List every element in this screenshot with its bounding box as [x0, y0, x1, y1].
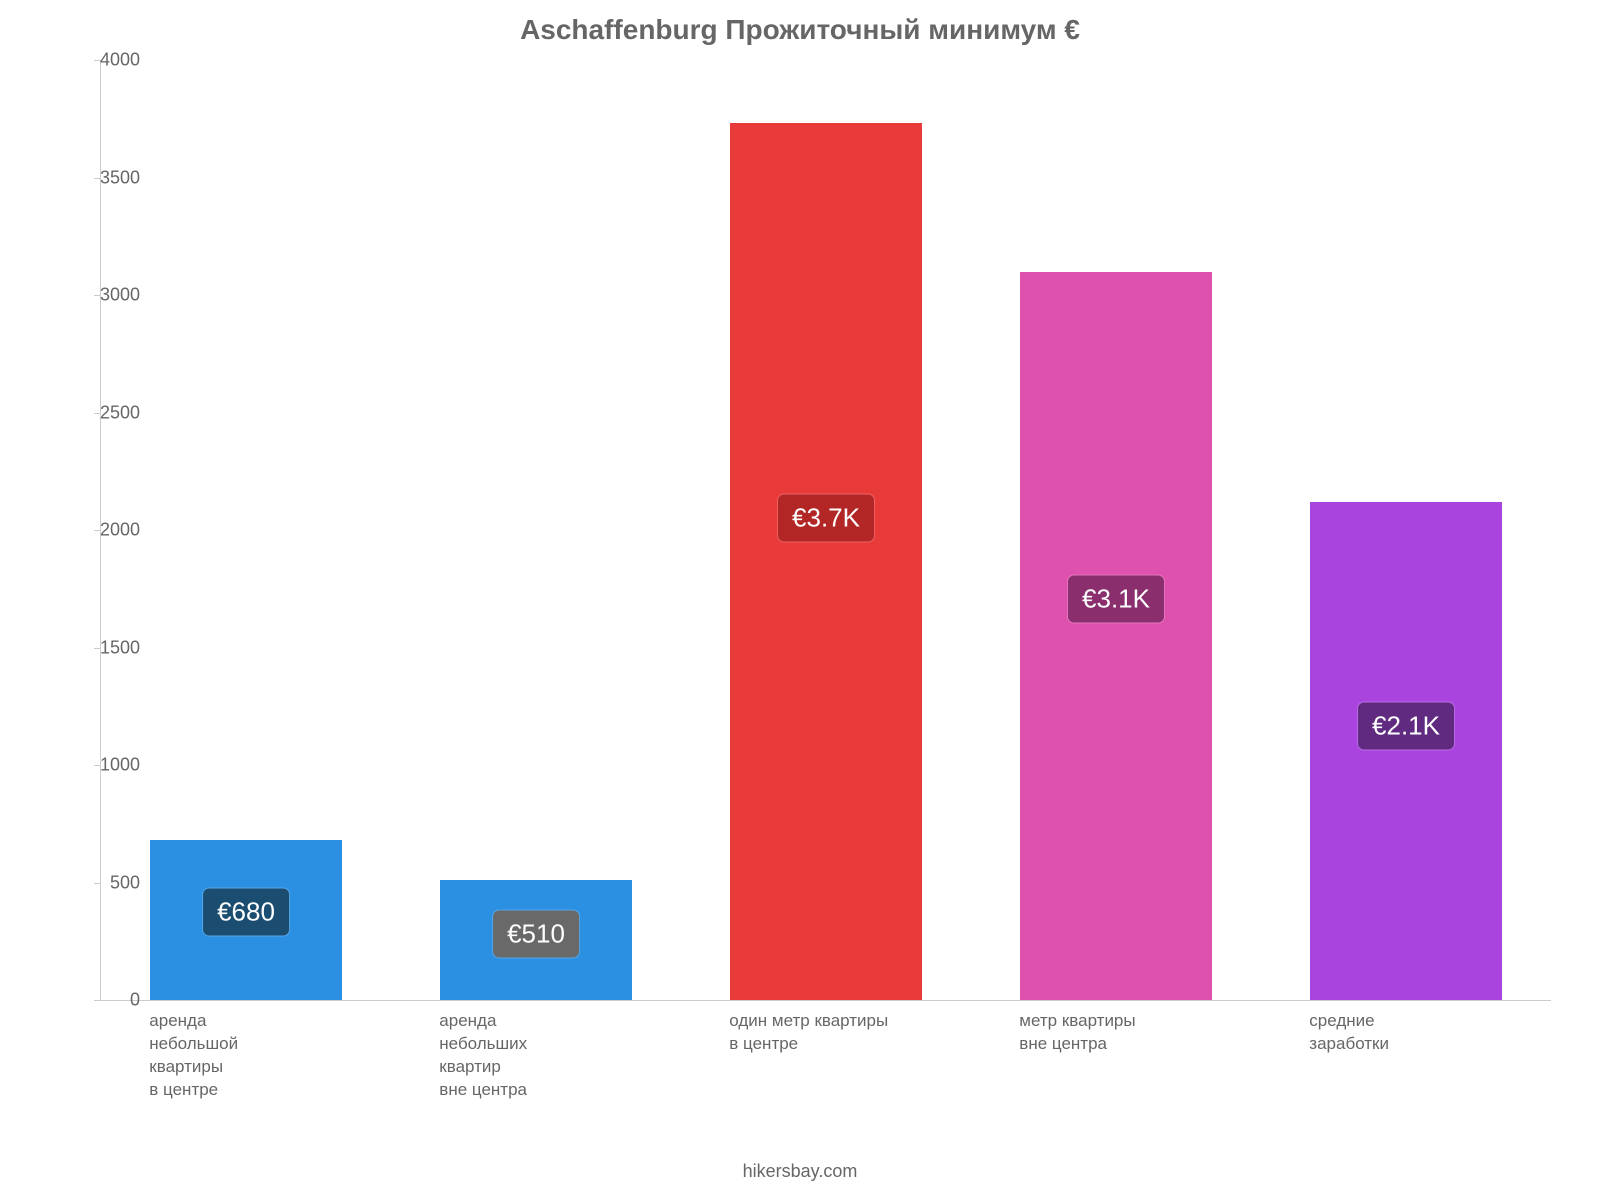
x-category-label: аренданебольшойквартирыв центре	[149, 1010, 370, 1102]
y-tick-label: 2000	[80, 520, 140, 541]
bar-value-label: €510	[493, 911, 579, 958]
x-category-label: метр квартирывне центра	[1019, 1010, 1240, 1056]
y-tick-mark	[94, 530, 100, 531]
y-tick-mark	[94, 883, 100, 884]
y-tick-label: 4000	[80, 50, 140, 71]
chart-title: Aschaffenburg Прожиточный минимум €	[0, 14, 1600, 46]
y-tick-mark	[94, 1000, 100, 1001]
y-tick-mark	[94, 60, 100, 61]
y-tick-mark	[94, 178, 100, 179]
y-tick-label: 3500	[80, 167, 140, 188]
y-tick-label: 3000	[80, 285, 140, 306]
bar	[1020, 272, 1211, 1001]
chart-footer: hikersbay.com	[0, 1161, 1600, 1182]
x-category-label: аренданебольшихквартирвне центра	[439, 1010, 660, 1102]
bar-value-label: €2.1K	[1358, 702, 1454, 749]
y-tick-mark	[94, 765, 100, 766]
y-tick-mark	[94, 413, 100, 414]
y-tick-label: 1500	[80, 637, 140, 658]
x-category-label: средниезаработки	[1309, 1010, 1530, 1056]
bar	[1310, 502, 1501, 1000]
plot-area: €680 €510 €3.7K €3.1K €2.1K	[100, 60, 1551, 1001]
y-tick-label: 2500	[80, 402, 140, 423]
y-tick-mark	[94, 648, 100, 649]
cost-of-living-chart: Aschaffenburg Прожиточный минимум € €680…	[0, 0, 1600, 1200]
y-tick-label: 500	[80, 872, 140, 893]
bar-value-label: €680	[203, 889, 289, 936]
bar-value-label: €3.1K	[1068, 576, 1164, 623]
y-tick-label: 1000	[80, 755, 140, 776]
x-category-label: один метр квартирыв центре	[729, 1010, 950, 1056]
bar	[730, 123, 921, 1000]
y-tick-mark	[94, 295, 100, 296]
bar-value-label: €3.7K	[778, 494, 874, 541]
y-tick-label: 0	[80, 990, 140, 1011]
